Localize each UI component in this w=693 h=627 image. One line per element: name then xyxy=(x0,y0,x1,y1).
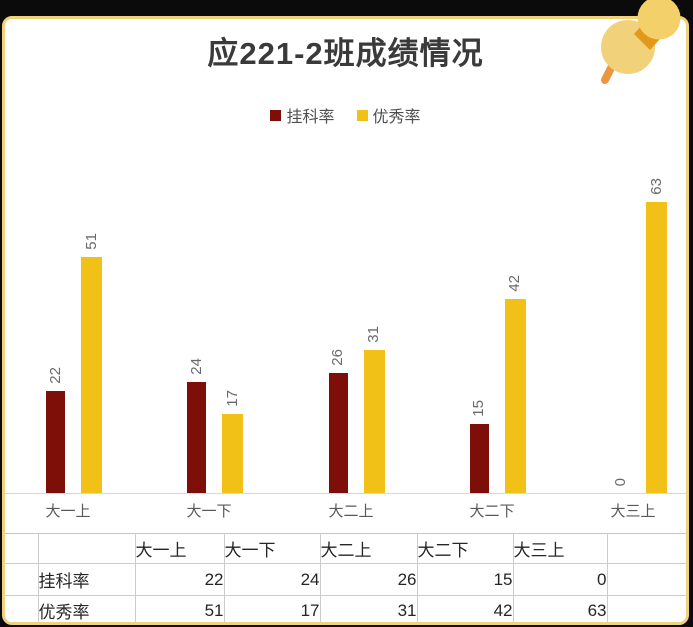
legend-label: 挂科率 xyxy=(286,109,335,126)
x-axis-label-大一下: 大一下 xyxy=(186,503,232,520)
table-corner-cell xyxy=(37,533,136,564)
table-right-spacer-cell xyxy=(606,533,686,564)
bar-挂科率-大二上 xyxy=(329,373,348,493)
x-axis-label-大二上: 大二上 xyxy=(328,503,374,520)
table-value-cell: 51 xyxy=(134,595,225,622)
table-value-cell: 24 xyxy=(223,563,321,596)
bar-value-label: 63 xyxy=(648,178,665,195)
chart-data-table: 大一上 大一下 大二上 大二下 大三上 挂科率 22 24 26 15 0 优秀率 51 17 31 42 63 xyxy=(5,533,686,622)
plot-area: 22 51 24 17 26 31 15 42 0 63 xyxy=(5,139,686,494)
table-left-spacer-cell xyxy=(5,563,39,596)
table-header-大一下: 大一下 xyxy=(223,533,321,564)
chart-title: 应221-2班成绩情况 xyxy=(207,36,484,71)
pushpin-tip xyxy=(601,62,616,84)
legend-item-0: 挂科率 xyxy=(270,103,335,127)
legend-item-1: 优秀率 xyxy=(356,103,421,127)
legend-swatch-icon xyxy=(356,109,368,121)
bar-挂科率-大二下 xyxy=(470,424,489,493)
bar-value-label: 22 xyxy=(47,367,64,384)
table-value-cell: 31 xyxy=(319,595,418,622)
table-row: 优秀率 51 17 31 42 63 xyxy=(5,595,686,622)
table-header-大二上: 大二上 xyxy=(319,533,418,564)
table-row-label-优秀率: 优秀率 xyxy=(37,595,136,622)
pushpin-icon xyxy=(601,0,681,84)
table-value-cell: 22 xyxy=(134,563,225,596)
x-axis-label-大二下: 大二下 xyxy=(469,503,515,520)
x-axis-label-大一上: 大一上 xyxy=(45,503,91,520)
bar-value-label: 24 xyxy=(188,358,205,375)
bar-优秀率-大一下 xyxy=(222,414,243,493)
table-value-cell: 15 xyxy=(416,563,514,596)
bar-挂科率-大一上 xyxy=(46,391,65,493)
x-axis-label-大三上: 大三上 xyxy=(610,503,656,520)
table-header-大二下: 大二下 xyxy=(416,533,514,564)
chart-card: 应221-2班成绩情况 挂科率 优秀率 22 51 24 17 26 31 15 42 0 63 大… xyxy=(2,16,689,625)
table-header-row: 大一上 大一下 大二上 大二下 大三上 xyxy=(5,533,686,564)
table-right-spacer-cell xyxy=(606,595,686,622)
bar-value-label: 26 xyxy=(329,349,346,366)
bar-value-label: 0 xyxy=(612,477,629,486)
bar-value-label: 42 xyxy=(506,275,523,292)
bar-优秀率-大二下 xyxy=(505,299,526,493)
table-body: 大一上 大一下 大二上 大二下 大三上 挂科率 22 24 26 15 0 优秀率 51 17 31 42 63 xyxy=(5,533,686,622)
legend-swatch-icon xyxy=(270,109,282,121)
table-value-cell: 26 xyxy=(319,563,418,596)
bar-优秀率-大一上 xyxy=(81,257,102,493)
bar-value-label: 31 xyxy=(365,326,382,343)
bar-优秀率-大二上 xyxy=(364,350,385,493)
table-header-大一上: 大一上 xyxy=(134,533,225,564)
table-left-spacer-cell xyxy=(5,595,39,622)
bar-优秀率-大三上 xyxy=(646,202,667,493)
table-value-cell: 17 xyxy=(223,595,321,622)
table-value-cell: 0 xyxy=(512,563,608,596)
pushpin-cap xyxy=(637,0,681,40)
table-value-cell: 42 xyxy=(416,595,514,622)
table-right-spacer-cell xyxy=(606,563,686,596)
chart-legend: 挂科率 优秀率 xyxy=(5,103,686,127)
bar-value-label: 51 xyxy=(83,233,100,250)
legend-label: 优秀率 xyxy=(372,109,421,126)
table-value-cell: 63 xyxy=(512,595,608,622)
table-header-大三上: 大三上 xyxy=(512,533,608,564)
table-row-label-挂科率: 挂科率 xyxy=(37,563,136,596)
bar-挂科率-大一下 xyxy=(187,382,206,493)
bar-value-label: 17 xyxy=(224,390,241,407)
x-axis-labels: 大一上 大一下 大二上 大二下 大三上 xyxy=(5,500,686,526)
table-left-spacer-cell xyxy=(5,533,39,564)
bar-value-label: 15 xyxy=(470,400,487,417)
table-row: 挂科率 22 24 26 15 0 xyxy=(5,563,686,596)
